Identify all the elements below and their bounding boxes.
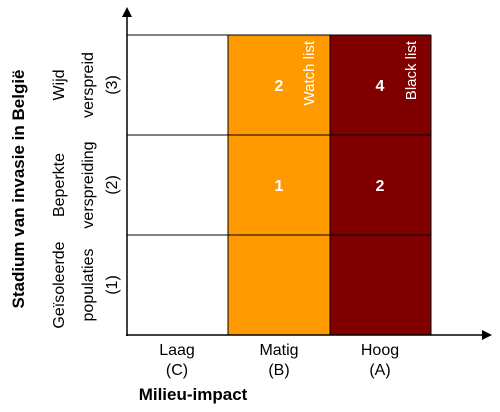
column-code-high: (A) [369,362,390,379]
column-label-moderate: Matig [259,342,298,359]
row-label-isolated-line2: populaties [80,249,97,322]
column-code-low: (C) [166,362,188,379]
row-label-limited-line2: verspreiding [80,141,97,228]
row-label-limited-code: (2) [104,175,121,195]
row-label-isolated-line1: Geïsoleerde [51,241,68,328]
cell-value-widespread-high: 4 [376,78,385,95]
watch-list-label: Watch list [301,40,318,105]
row-label-widespread-line2: verspreid [80,52,97,118]
cell-value-limited-moderate: 1 [275,178,284,195]
row-label-isolated: Geïsoleerde populaties (1) [51,241,121,328]
cell-value-limited-high: 2 [376,178,385,195]
column-moderate-fill [228,35,330,335]
row-label-limited: Beperkte verspreiding (2) [51,141,121,228]
column-label-high: Hoog [361,342,399,359]
y-axis-title: Stadium van invasie in België [9,69,28,308]
column-low-fill [127,35,228,335]
cell-value-widespread-moderate: 2 [275,78,284,95]
row-label-widespread-line1: Wijd [51,69,68,100]
black-list-label: Black list [403,40,420,100]
column-high-fill [330,35,431,335]
column-label-low: Laag [159,342,195,359]
row-label-widespread-code: (3) [104,75,121,95]
column-code-moderate: (B) [268,362,289,379]
row-label-isolated-code: (1) [104,275,121,295]
row-label-widespread: Wijd verspreid (3) [51,52,121,118]
x-axis-title: Milieu-impact [139,385,248,404]
row-label-limited-line1: Beperkte [51,153,68,217]
